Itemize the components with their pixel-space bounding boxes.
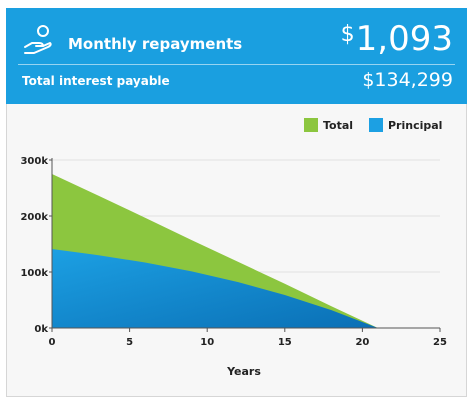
legend-total-label: Total (323, 119, 353, 132)
hand-coin-icon (24, 25, 52, 54)
y-tick-label-200k: 200k (20, 212, 48, 223)
legend-principal-swatch (369, 118, 383, 132)
x-tick-label-10: 10 (200, 337, 214, 348)
total-interest-value: $134,299 (362, 69, 453, 91)
y-tick-label-0k: 0k (34, 324, 48, 335)
monthly-repayment-amount: $1,093 (341, 22, 453, 56)
total-interest-label: Total interest payable (22, 74, 170, 88)
x-tick-label-20: 20 (355, 337, 369, 348)
legend-principal-label: Principal (388, 119, 442, 132)
y-tick-label-300k: 300k (20, 156, 48, 167)
legend-total-swatch (304, 118, 318, 132)
monthly-amount-value: 1,093 (355, 19, 453, 59)
currency-symbol: $ (340, 22, 355, 47)
header-divider (18, 64, 455, 65)
y-tick-label-100k: 100k (20, 268, 48, 279)
monthly-repayments-title: Monthly repayments (68, 35, 243, 53)
x-tick-label-5: 5 (126, 337, 133, 348)
x-tick-label-25: 25 (433, 337, 447, 348)
repayment-summary-header: Monthly repayments $1,093 Total interest… (6, 8, 467, 104)
x-tick-label-15: 15 (278, 337, 292, 348)
series-principal-area (52, 249, 378, 328)
x-axis-title: Years (226, 365, 261, 378)
x-tick-label-0: 0 (49, 337, 56, 348)
